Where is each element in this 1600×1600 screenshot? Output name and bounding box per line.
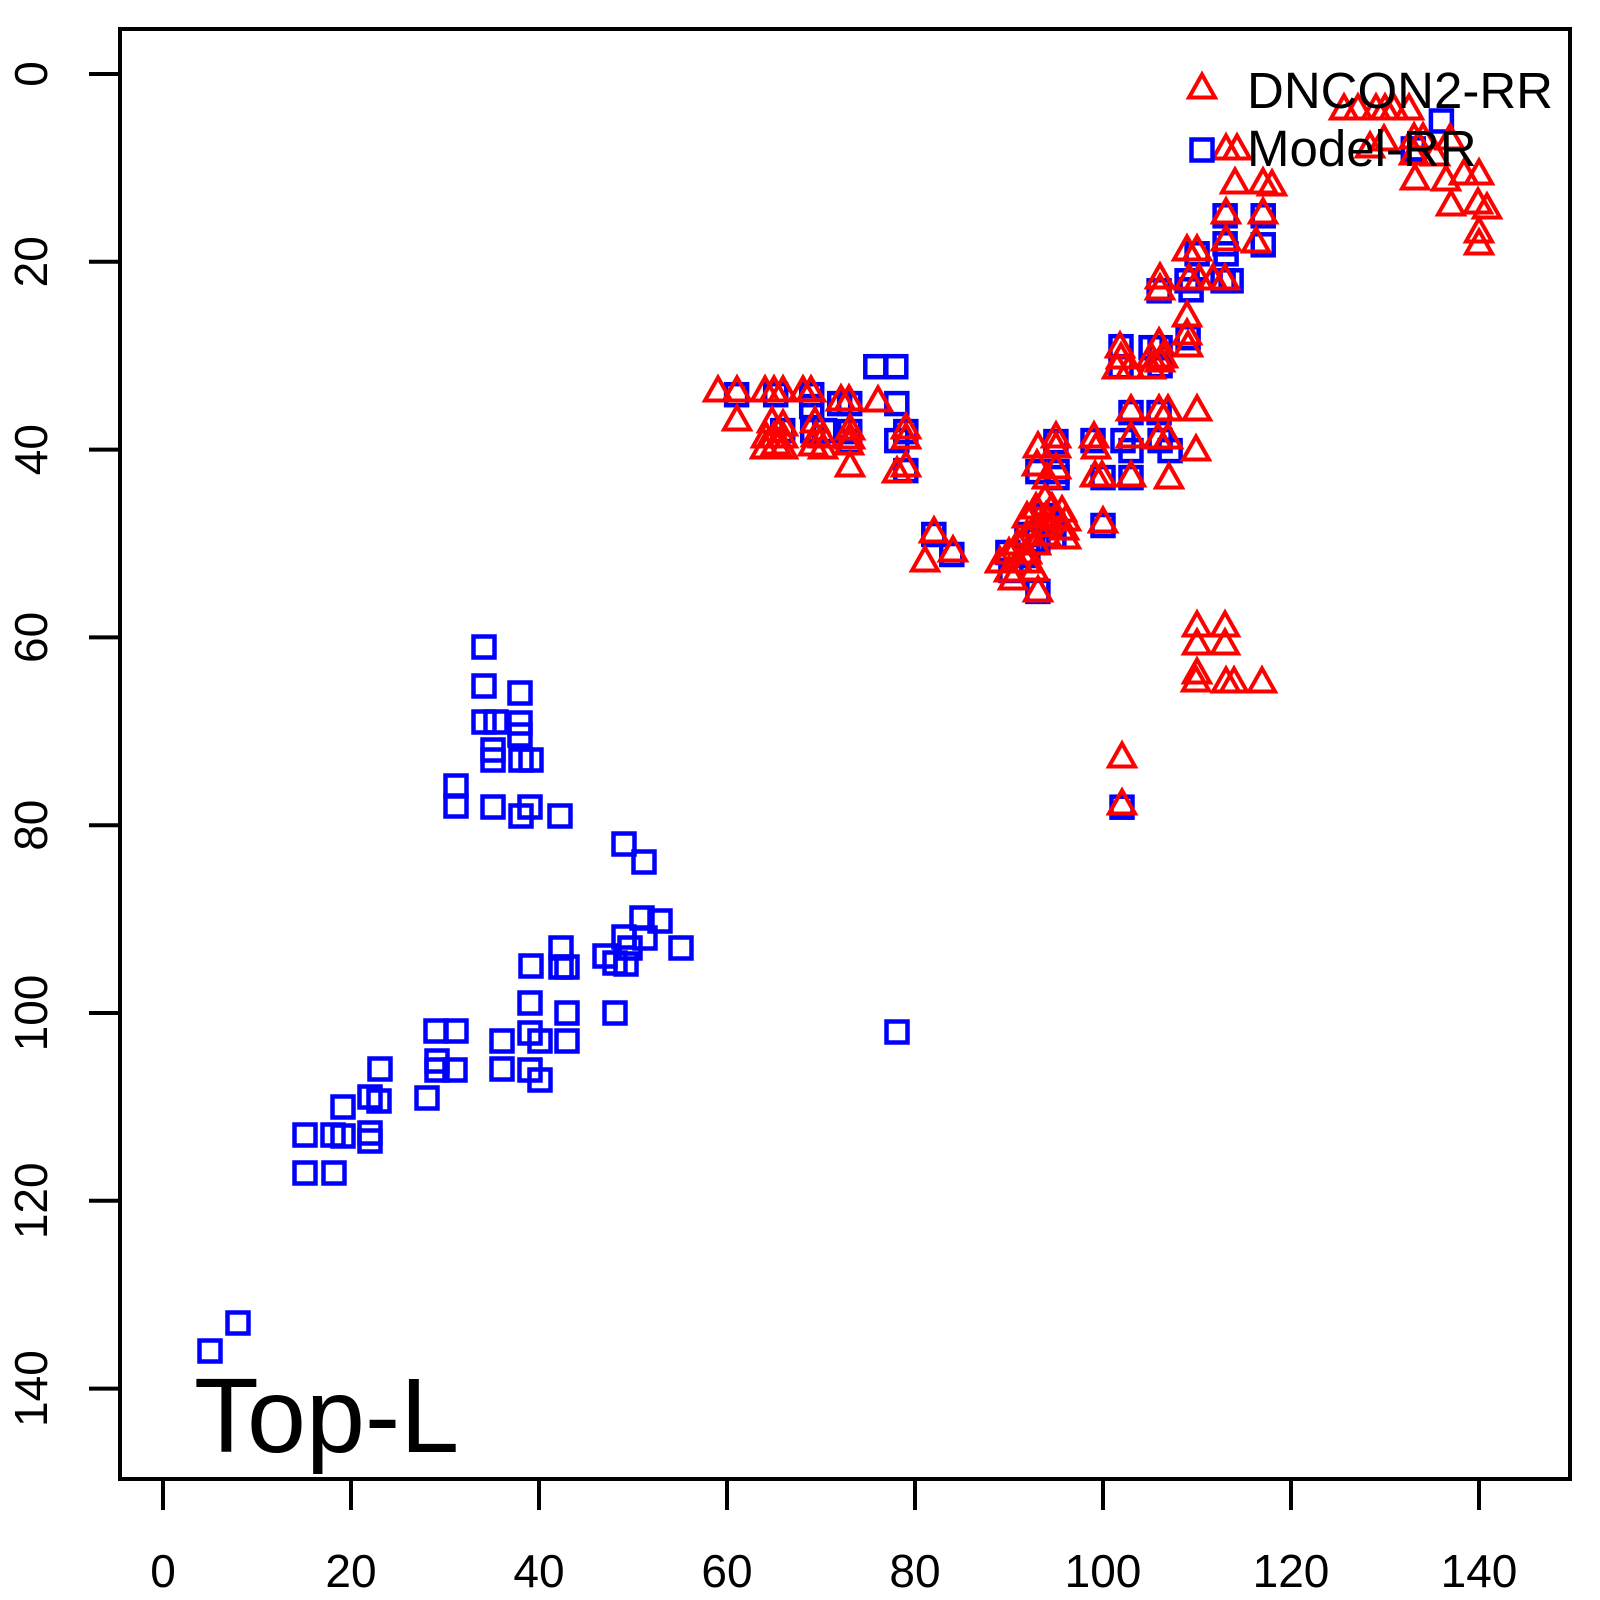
- svg-text:0: 0: [150, 1545, 176, 1597]
- svg-text:100: 100: [5, 975, 57, 1052]
- svg-text:80: 80: [889, 1545, 940, 1597]
- svg-text:60: 60: [701, 1545, 752, 1597]
- svg-text:140: 140: [1441, 1545, 1518, 1597]
- svg-text:80: 80: [5, 800, 57, 851]
- svg-text:DNCON2-RR: DNCON2-RR: [1247, 62, 1553, 119]
- svg-text:Model-RR: Model-RR: [1247, 120, 1477, 177]
- svg-text:20: 20: [5, 236, 57, 287]
- svg-text:0: 0: [5, 61, 57, 87]
- svg-text:20: 20: [325, 1545, 376, 1597]
- svg-text:120: 120: [5, 1162, 57, 1239]
- svg-text:Top-L: Top-L: [194, 1357, 459, 1475]
- svg-text:40: 40: [5, 424, 57, 475]
- svg-text:60: 60: [5, 612, 57, 663]
- svg-text:40: 40: [513, 1545, 564, 1597]
- svg-text:140: 140: [5, 1350, 57, 1427]
- svg-text:120: 120: [1253, 1545, 1330, 1597]
- svg-text:100: 100: [1065, 1545, 1142, 1597]
